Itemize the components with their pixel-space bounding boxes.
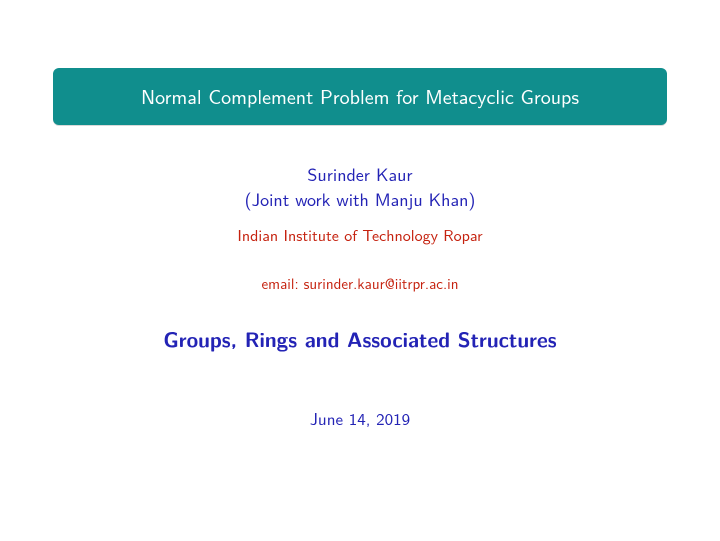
title-block: Normal Complement Problem for Metacyclic… [53,68,667,125]
author-block: Surinder Kaur (Joint work with Manju Kha… [245,161,476,211]
title-text: Normal Complement Problem for Metacyclic… [141,82,579,111]
date: June 14, 2019 [310,406,410,431]
email: email: surinder.kaur@iitrpr.ac.in [262,272,459,294]
conference-title: Groups, Rings and Associated Structures [163,324,556,354]
author-joint: (Joint work with Manju Khan) [245,186,476,211]
institute: Indian Institute of Technology Ropar [237,223,482,246]
slide: Normal Complement Problem for Metacyclic… [0,0,720,541]
author-name: Surinder Kaur [245,161,476,186]
